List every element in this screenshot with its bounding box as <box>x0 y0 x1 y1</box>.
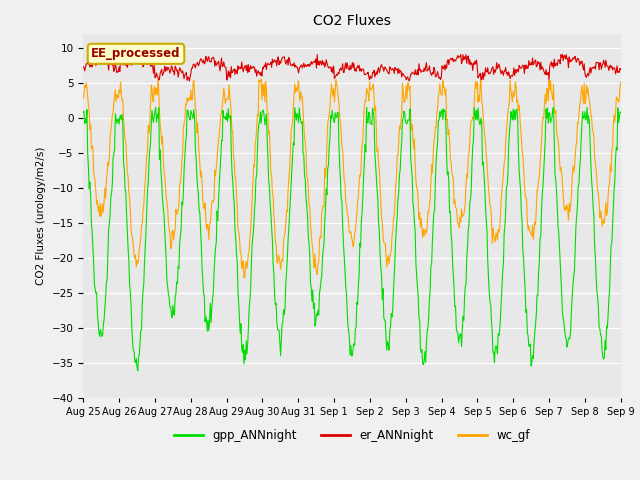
gpp_ANNnight <box>134 368 141 374</box>
gpp_ANNnight <box>89 246 97 252</box>
wc_gf <box>435 93 442 99</box>
er_ANNnight <box>617 67 625 72</box>
er_ANNnight <box>405 78 413 84</box>
wc_gf <box>199 197 207 203</box>
gpp_ANNnight <box>550 105 557 110</box>
er_ANNnight <box>145 55 152 60</box>
er_ANNnight <box>79 64 87 70</box>
gpp_ANNnight <box>434 139 442 144</box>
Line: er_ANNnight: er_ANNnight <box>83 55 621 81</box>
gpp_ANNnight <box>145 158 153 164</box>
Line: gpp_ANNnight: gpp_ANNnight <box>83 108 621 371</box>
er_ANNnight <box>199 60 207 66</box>
wc_gf <box>241 275 248 281</box>
Text: EE_processed: EE_processed <box>92 48 180 60</box>
Legend: gpp_ANNnight, er_ANNnight, wc_gf: gpp_ANNnight, er_ANNnight, wc_gf <box>169 425 535 447</box>
wc_gf <box>332 76 340 82</box>
er_ANNnight <box>314 52 321 58</box>
gpp_ANNnight <box>228 169 236 175</box>
wc_gf <box>89 143 97 149</box>
wc_gf <box>227 114 235 120</box>
gpp_ANNnight <box>79 109 87 115</box>
gpp_ANNnight <box>617 109 625 115</box>
Line: wc_gf: wc_gf <box>83 79 621 278</box>
gpp_ANNnight <box>200 291 207 297</box>
wc_gf <box>617 79 625 85</box>
Title: CO2 Fluxes: CO2 Fluxes <box>313 14 391 28</box>
Y-axis label: CO2 Fluxes (urology/m2/s): CO2 Fluxes (urology/m2/s) <box>36 147 46 285</box>
wc_gf <box>79 95 87 101</box>
gpp_ANNnight <box>418 347 426 352</box>
wc_gf <box>419 235 426 240</box>
er_ANNnight <box>227 64 235 70</box>
er_ANNnight <box>435 73 442 79</box>
er_ANNnight <box>89 57 97 62</box>
er_ANNnight <box>419 68 426 74</box>
wc_gf <box>145 122 152 128</box>
